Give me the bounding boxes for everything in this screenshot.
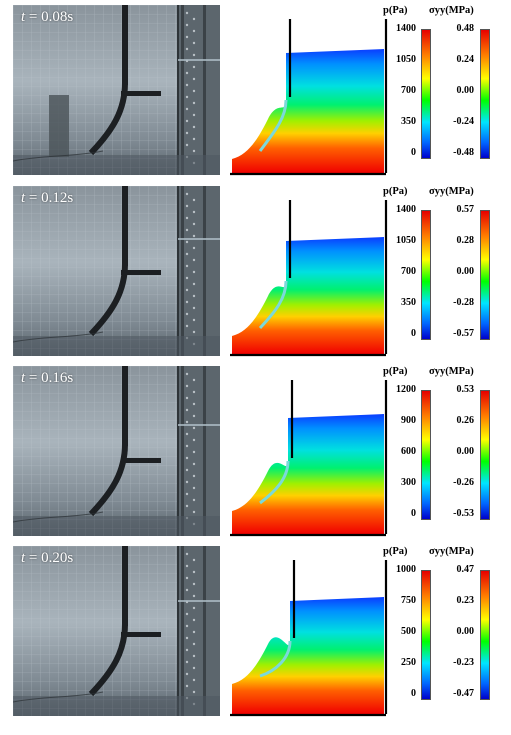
pressure-tick-label: 700 — [401, 85, 416, 96]
stress-tick-label: -0.48 — [453, 147, 474, 158]
pressure-tick-label: 1050 — [396, 54, 416, 65]
experiment-photo: t = 0.20s — [13, 546, 220, 716]
pressure-tick-label: 350 — [401, 297, 416, 308]
stress-tick-label: -0.28 — [453, 297, 474, 308]
pressure-tick-label: 900 — [401, 415, 416, 426]
experiment-photo: t = 0.12s — [13, 186, 220, 356]
time-value: = 0.16s — [28, 370, 74, 386]
time-label: t = 0.20s — [21, 550, 73, 567]
experiment-photo: t = 0.08s — [13, 5, 220, 175]
time-value: = 0.12s — [28, 190, 74, 206]
time-variable: t — [21, 550, 26, 566]
time-label: t = 0.16s — [21, 370, 73, 387]
flow-field — [232, 414, 384, 534]
pressure-colorbar-title: p(Pa) — [383, 546, 408, 557]
stress-colorbar-title: σyy(MPa) — [429, 186, 474, 197]
pressure-tick-label: 1400 — [396, 204, 416, 215]
pressure-tick-label: 600 — [401, 446, 416, 457]
figure-row: t = 0.12s p(Pa) σyy(MPa) 1400 1050 700 350 0 0.… — [0, 186, 511, 358]
stress-tick-label: 0.00 — [456, 626, 475, 637]
time-label: t = 0.08s — [21, 9, 73, 26]
stress-colorbar — [480, 570, 490, 700]
stress-tick-label: -0.47 — [453, 688, 474, 699]
figure-row: t = 0.08s p(Pa) σyy(MPa) 1400 1050 700 350 0 0.… — [0, 5, 511, 177]
simulation-contour — [228, 5, 388, 177]
figure-row: t = 0.16s p(Pa) σyy(MPa) 1200 900 600 300 0 0.5… — [0, 366, 511, 538]
pressure-tick-label: 0 — [411, 147, 416, 158]
simulation-contour — [228, 186, 388, 358]
stress-tick-label: 0.57 — [456, 204, 475, 215]
stress-tick-label: 0.47 — [456, 564, 475, 575]
pressure-tick-label: 500 — [401, 626, 416, 637]
stress-tick-label: -0.53 — [453, 508, 474, 519]
pressure-colorbar-title: p(Pa) — [383, 5, 408, 16]
pressure-colorbar — [421, 390, 431, 520]
pressure-tick-label: 250 — [401, 657, 416, 668]
stress-tick-label: 0.53 — [456, 384, 475, 395]
stress-tick-label: 0.00 — [456, 446, 475, 457]
pressure-tick-label: 1400 — [396, 23, 416, 34]
simulation-contour — [228, 366, 388, 538]
stress-tick-label: 0.00 — [456, 85, 475, 96]
pressure-tick-label: 350 — [401, 116, 416, 127]
pressure-colorbar-title: p(Pa) — [383, 186, 408, 197]
stress-colorbar — [480, 29, 490, 159]
stress-colorbar-title: σyy(MPa) — [429, 546, 474, 557]
stress-tick-label: 0.26 — [456, 415, 475, 426]
time-label: t = 0.12s — [21, 190, 73, 207]
pressure-colorbar — [421, 29, 431, 159]
pressure-colorbar-title: p(Pa) — [383, 366, 408, 377]
pressure-tick-label: 750 — [401, 595, 416, 606]
stress-tick-label: 0.48 — [456, 23, 475, 34]
pressure-tick-label: 1200 — [396, 384, 416, 395]
pressure-tick-label: 0 — [411, 328, 416, 339]
time-variable: t — [21, 9, 26, 25]
stress-tick-label: 0.00 — [456, 266, 475, 277]
figure-row: t = 0.20s p(Pa) σyy(MPa) 1000 750 500 250 0 0.4… — [0, 546, 511, 718]
stress-colorbar — [480, 390, 490, 520]
time-value: = 0.20s — [28, 550, 74, 566]
stress-colorbar-title: σyy(MPa) — [429, 366, 474, 377]
stress-tick-label: 0.24 — [456, 54, 475, 65]
flow-field — [232, 597, 384, 714]
pressure-tick-label: 700 — [401, 266, 416, 277]
simulation-contour — [228, 546, 388, 718]
time-variable: t — [21, 370, 26, 386]
pressure-tick-label: 1050 — [396, 235, 416, 246]
stress-tick-label: 0.28 — [456, 235, 475, 246]
stress-colorbar — [480, 210, 490, 340]
pressure-tick-label: 1000 — [396, 564, 416, 575]
time-value: = 0.08s — [28, 9, 74, 25]
pressure-colorbar — [421, 570, 431, 700]
stress-colorbar-title: σyy(MPa) — [429, 5, 474, 16]
flow-field — [232, 49, 384, 173]
pressure-tick-label: 0 — [411, 688, 416, 699]
experiment-photo: t = 0.16s — [13, 366, 220, 536]
flow-field — [232, 237, 384, 354]
stress-tick-label: -0.23 — [453, 657, 474, 668]
stress-tick-label: 0.23 — [456, 595, 475, 606]
stress-tick-label: -0.26 — [453, 477, 474, 488]
pressure-tick-label: 0 — [411, 508, 416, 519]
stress-tick-label: -0.24 — [453, 116, 474, 127]
pressure-tick-label: 300 — [401, 477, 416, 488]
time-variable: t — [21, 190, 26, 206]
stress-tick-label: -0.57 — [453, 328, 474, 339]
pressure-colorbar — [421, 210, 431, 340]
